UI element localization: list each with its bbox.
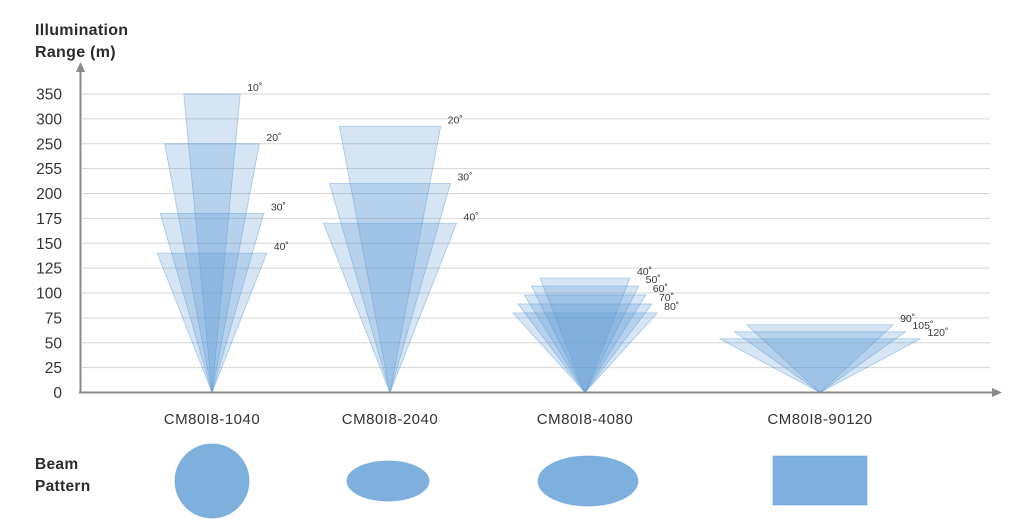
y-tick-label: 255 (36, 161, 62, 178)
beam-pattern-ellipse (346, 460, 430, 502)
beam-pattern-circle (174, 443, 250, 519)
beam-angle-label: 60˚ (653, 283, 668, 295)
beam-angle-label: 105˚ (912, 320, 933, 332)
cone-group-CM80I8-4080: 40˚50˚60˚70˚80˚ (511, 266, 679, 394)
x-axis-model-label: CM80I8-2040 (342, 411, 438, 428)
beam-angle-label: 10˚ (247, 82, 262, 94)
x-axis-arrow (992, 388, 1002, 397)
y-tick-label: 175 (36, 211, 62, 228)
cone-group-CM80I8-1040: 10˚ 20˚ 30˚ 40˚ (156, 82, 289, 395)
y-tick-label: 25 (45, 360, 62, 377)
y-tick-label: 0 (53, 385, 62, 402)
y-tick-label: 150 (36, 236, 62, 253)
beam-pattern-rectangle (772, 455, 868, 506)
beam-cone-105deg (733, 331, 907, 394)
beam-angle-label: 40˚ (637, 266, 652, 278)
beam-angle-label: 90˚ (900, 313, 915, 325)
y-tick-label: 100 (36, 286, 62, 303)
beam-angle-label: 20˚ (266, 132, 281, 144)
beam-cone-120deg (719, 338, 921, 394)
beam-cone-70deg (517, 303, 653, 394)
x-axis-model-label: CM80I8-90120 (767, 411, 872, 428)
y-tick-label: 125 (36, 261, 62, 278)
y-tick-label: 50 (45, 335, 63, 352)
beam-angle-label: 120˚ (928, 327, 949, 339)
beam-cone-30deg (328, 183, 452, 395)
y-axis-arrow (76, 62, 85, 72)
y-tick-label: 75 (45, 310, 62, 327)
beam-cone-40deg (322, 222, 458, 394)
beam-cone-60deg (523, 294, 647, 394)
beam-angle-label: 20˚ (448, 114, 463, 126)
beam-cone-90deg (745, 324, 895, 394)
cone-group-CM80I8-90120: 90˚105˚120˚ (719, 313, 949, 394)
beam-angle-label: 80˚ (664, 301, 679, 313)
beam-cone-40deg (156, 252, 268, 394)
beam-pattern-label-line2: Pattern (35, 478, 91, 495)
beam-angle-label: 40˚ (463, 211, 478, 223)
y-axis-title-line2: Range (m) (35, 44, 116, 61)
y-axis-title: Illumination Range (m) (35, 20, 128, 64)
x-axis-model-label: CM80I8-1040 (164, 411, 260, 428)
beam-pattern-label: Beam Pattern (35, 454, 91, 498)
beam-angle-label: 30˚ (457, 172, 472, 184)
beam-angle-label: 70˚ (659, 292, 674, 304)
beam-angle-label: 40˚ (274, 241, 289, 253)
y-axis-title-line1: Illumination (35, 22, 129, 39)
beam-cone-80deg (511, 312, 659, 394)
y-tick-label: 350 (36, 87, 62, 104)
beam-cone-10deg (183, 93, 241, 393)
beam-angle-label: 50˚ (646, 274, 661, 286)
y-tick-label: 200 (36, 186, 62, 203)
beam-cone-20deg (164, 143, 260, 393)
beam-pattern-wide-ellipse (537, 455, 639, 507)
y-tick-label: 250 (36, 136, 62, 153)
beam-cone-30deg (159, 212, 265, 395)
y-tick-label: 300 (36, 111, 62, 128)
beam-cone-40deg (539, 277, 631, 394)
cone-group-CM80I8-2040: 20˚ 30˚ 40˚ (322, 114, 479, 395)
beam-angle-label: 30˚ (271, 201, 286, 213)
x-axis-model-label: CM80I8-4080 (537, 411, 633, 428)
beam-pattern-label-line1: Beam (35, 456, 79, 473)
beam-cone-20deg (338, 125, 442, 393)
beam-cone-50deg (530, 285, 640, 394)
